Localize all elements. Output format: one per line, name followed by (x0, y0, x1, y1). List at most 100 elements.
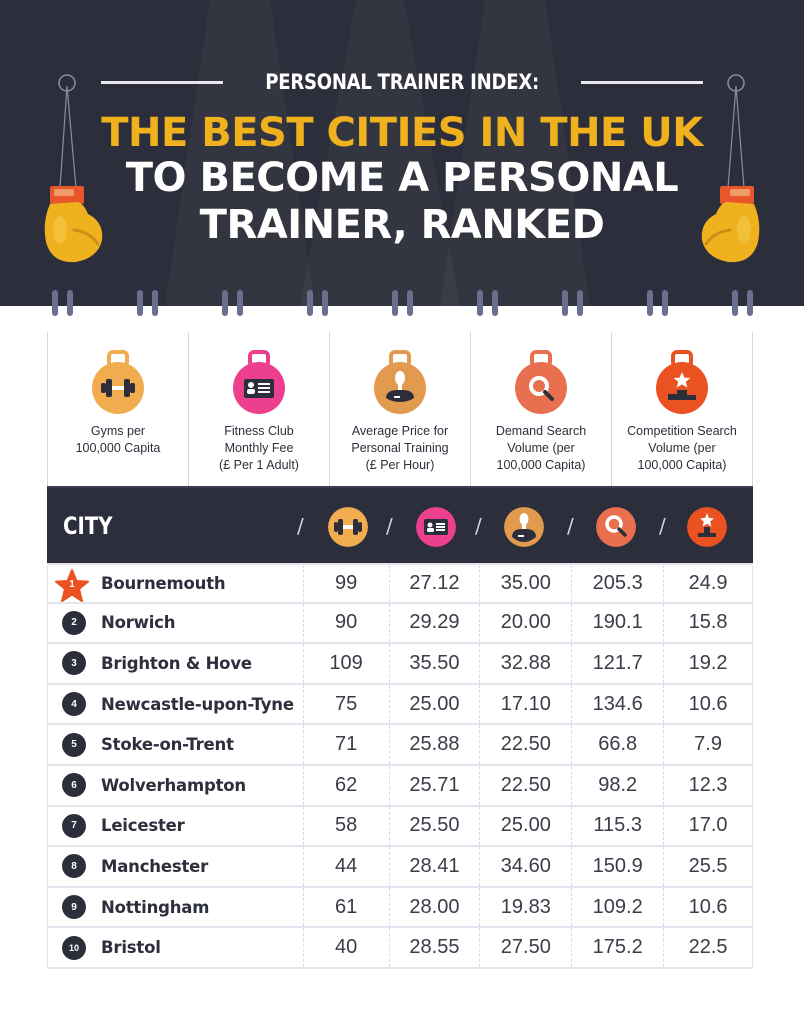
divider (581, 80, 704, 84)
kicker-row: PERSONAL TRAINER INDEX: (0, 70, 804, 94)
binder-ring (137, 290, 159, 318)
legend-label-line: Volume (per (507, 441, 575, 455)
rank-badge: 3 (62, 651, 86, 676)
competition-value: 7.9 (663, 725, 752, 764)
separator: / (475, 514, 482, 538)
gyms-value: 58 (302, 806, 389, 846)
demand-value: 66.8 (571, 725, 663, 764)
binder-ring (562, 290, 584, 318)
competition-value: 10.6 (663, 887, 752, 927)
table-row: 3 Brighton & Hove 109 35.50 32.88 121.7 … (47, 644, 753, 685)
table-body: 1 Bournemouth 99 27.12 35.00 205.3 24.9 … (47, 563, 753, 969)
trainer-person-icon (504, 507, 544, 547)
price-value: 25.00 (479, 806, 571, 846)
gyms-value: 90 (302, 603, 389, 643)
competition-value: 22.5 (663, 928, 752, 967)
legend-competition: Competition Search Volume (per 100,000 C… (612, 332, 753, 486)
divider (100, 80, 223, 84)
demand-value: 134.6 (571, 684, 663, 724)
demand-value: 175.2 (571, 928, 663, 967)
podium-star-icon (656, 350, 708, 414)
city-name: Norwich (101, 613, 176, 633)
dumbbell-icon (92, 350, 144, 414)
demand-value: 98.2 (571, 765, 663, 805)
rank-badge: 8 (62, 854, 86, 879)
gyms-value: 71 (302, 725, 389, 764)
fee-value: 35.50 (388, 644, 480, 683)
boxing-glove-icon (701, 74, 760, 263)
competition-value: 25.5 (663, 847, 752, 886)
podium-star-icon (687, 507, 727, 547)
price-value: 22.50 (479, 765, 571, 805)
table-row: 5 Stoke-on-Trent 71 25.88 22.50 66.8 7.9 (47, 725, 753, 766)
legend-label-line: 100,000 Capita) (496, 458, 586, 472)
demand-value: 190.1 (571, 603, 663, 643)
magnifier-icon (515, 350, 567, 414)
legend-demand: Demand Search Volume (per 100,000 Capita… (471, 332, 612, 486)
table-row: 1 Bournemouth 99 27.12 35.00 205.3 24.9 (47, 563, 753, 604)
gyms-value: 109 (302, 644, 389, 683)
magnifier-icon (596, 507, 636, 547)
ranking-table: CITY / / / / (47, 488, 753, 969)
table-header: CITY / / / / (47, 488, 753, 563)
demand-value: 121.7 (571, 644, 663, 683)
gyms-value: 44 (302, 847, 389, 886)
demand-value: 109.2 (571, 887, 663, 927)
city-name: Wolverhampton (101, 775, 246, 795)
gyms-value: 61 (302, 887, 389, 927)
rank-badge: 2 (62, 610, 86, 635)
gyms-value: 40 (302, 928, 389, 967)
table-row: 7 Leicester 58 25.50 25.00 115.3 17.0 (47, 806, 753, 848)
gyms-value: 99 (302, 565, 389, 602)
demand-value: 150.9 (571, 847, 663, 886)
price-value: 20.00 (479, 603, 571, 643)
dumbbell-icon (328, 507, 368, 547)
table-row: 10 Bristol 40 28.55 27.50 175.2 22.5 (47, 928, 753, 969)
price-value: 17.10 (479, 684, 571, 724)
table-row: 8 Manchester 44 28.41 34.60 150.9 25.5 (47, 847, 753, 888)
fee-value: 29.29 (388, 603, 480, 643)
rank-badge: 6 (62, 773, 86, 798)
demand-value: 115.3 (571, 806, 663, 846)
legend-label-line: 100,000 Capita (75, 441, 161, 455)
price-value: 27.50 (479, 928, 571, 967)
page-title-line-2: TO BECOME A PERSONAL (125, 155, 679, 201)
binder-ring (647, 290, 669, 318)
fee-value: 25.88 (388, 725, 480, 764)
legend-label-line: Gyms per (90, 424, 146, 438)
legend-label-line: Competition Search (627, 424, 737, 438)
hero-banner: PERSONAL TRAINER INDEX: THE BEST CITIES … (0, 0, 804, 306)
page-title-line-1: THE BEST CITIES IN THE UK (101, 110, 703, 156)
competition-value: 19.2 (663, 644, 752, 683)
legend-label-line: Volume (per (648, 441, 716, 455)
fee-value: 27.12 (388, 565, 480, 602)
price-value: 32.88 (479, 644, 571, 683)
legend-label-line: Personal Training (351, 441, 449, 455)
rank-badge: 10 (62, 935, 86, 960)
legend-label-line: Fitness Club (224, 424, 294, 438)
city-name: Bournemouth (101, 573, 226, 593)
price-value: 35.00 (479, 565, 571, 602)
index-kicker: PERSONAL TRAINER INDEX: (265, 70, 539, 94)
fee-value: 28.41 (388, 847, 480, 886)
demand-value: 205.3 (571, 565, 663, 602)
separator: / (659, 514, 666, 538)
rank-badge: 5 (62, 732, 86, 757)
metric-legend: Gyms per 100,000 Capita Fitness Club Mon… (47, 332, 753, 488)
city-name: Bristol (101, 938, 161, 958)
rank-number: 1 (69, 579, 75, 590)
id-card-icon (233, 350, 285, 414)
rank-badge: 4 (62, 692, 86, 717)
legend-label-line: (£ Per 1 Adult) (219, 458, 299, 472)
fee-value: 28.00 (388, 887, 480, 927)
rank-star-badge: 1 (54, 569, 90, 603)
competition-value: 12.3 (663, 765, 752, 805)
fee-value: 25.00 (388, 684, 480, 724)
rank-badge: 7 (62, 813, 86, 838)
city-name: Leicester (101, 816, 185, 836)
page-title-line-3: TRAINER, RANKED (199, 202, 605, 248)
competition-value: 17.0 (663, 806, 752, 846)
legend-gyms: Gyms per 100,000 Capita (47, 332, 189, 486)
binder-ring (52, 290, 74, 318)
table-row: 4 Newcastle-upon-Tyne 75 25.00 17.10 134… (47, 684, 753, 726)
